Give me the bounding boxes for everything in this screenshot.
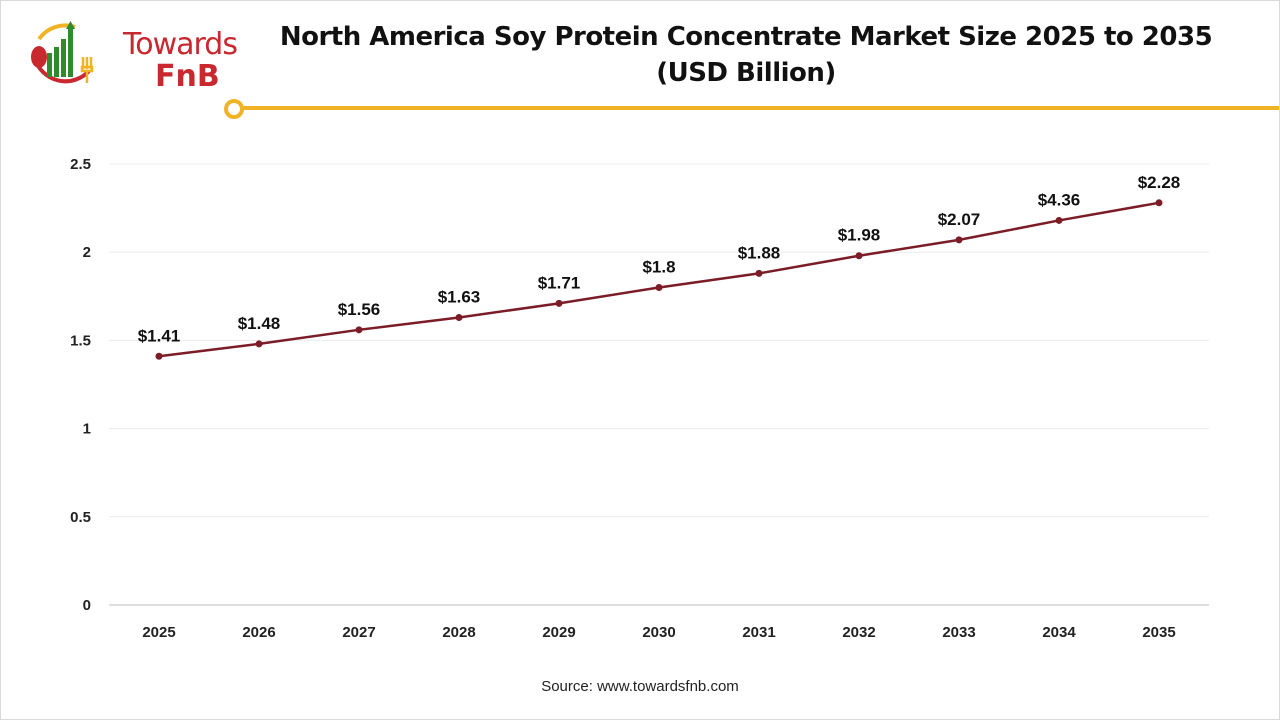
y-tick-label: 0.5	[70, 509, 91, 526]
x-tick-label: 2028	[442, 624, 475, 641]
data-label: $1.98	[838, 226, 881, 245]
towards-fnb-logo: Towards FnB	[27, 19, 238, 94]
data-point	[1155, 199, 1163, 207]
chart-title: North America Soy Protein Concentrate Ma…	[251, 19, 1241, 91]
x-tick-label: 2026	[242, 624, 275, 641]
x-tick-label: 2034	[1042, 624, 1076, 641]
x-tick-label: 2027	[342, 624, 375, 641]
y-tick-label: 2	[83, 244, 91, 261]
data-label: $1.88	[738, 243, 781, 262]
data-label: $1.41	[138, 326, 181, 345]
series-line	[158, 201, 1160, 358]
logo-text-towards: Towards	[123, 27, 238, 62]
data-point	[155, 352, 163, 360]
y-tick-label: 1	[83, 421, 91, 438]
data-point	[855, 252, 863, 260]
decorative-divider	[224, 99, 1279, 119]
x-tick-label: 2035	[1142, 624, 1175, 641]
data-point	[455, 313, 463, 321]
y-tick-label: 0	[83, 597, 91, 614]
x-tick-label: 2029	[542, 624, 575, 641]
y-tick-label: 2.5	[70, 156, 91, 173]
data-point	[755, 269, 763, 277]
data-point	[955, 236, 963, 244]
y-tick-label: 1.5	[70, 332, 91, 349]
x-tick-label: 2032	[842, 624, 875, 641]
data-label: $1.71	[538, 273, 581, 292]
data-point	[255, 340, 263, 348]
data-label: $2.07	[938, 210, 981, 229]
source-note: Source: www.towardsfnb.com	[541, 678, 739, 695]
data-label: $1.8	[642, 257, 675, 276]
data-label: $2.28	[1138, 173, 1181, 192]
data-label: $1.48	[238, 314, 281, 333]
data-point	[555, 299, 563, 307]
x-tick-label: 2025	[142, 624, 175, 641]
data-point	[655, 283, 663, 291]
data-point	[1055, 216, 1063, 224]
logo-icon	[31, 21, 94, 84]
data-label: $1.63	[438, 287, 481, 306]
x-tick-label: 2033	[942, 624, 975, 641]
data-label: $4.36	[1038, 190, 1081, 209]
title-line-1: North America Soy Protein Concentrate Ma…	[279, 22, 1213, 52]
x-tick-label: 2030	[642, 624, 675, 641]
data-label: $1.56	[338, 300, 381, 319]
x-tick-label: 2031	[742, 624, 775, 641]
title-line-2: (USD Billion)	[656, 58, 836, 88]
logo-text-fnb: FnB	[155, 59, 220, 94]
data-point	[355, 326, 363, 334]
